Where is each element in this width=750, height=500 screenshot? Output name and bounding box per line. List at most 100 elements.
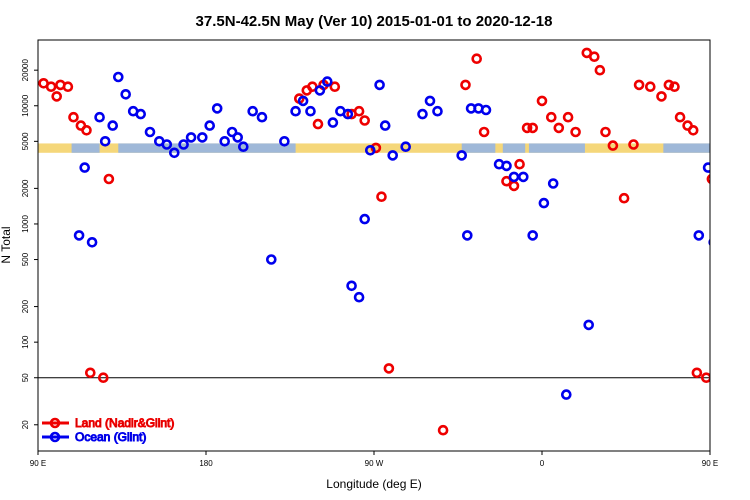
land-point [562, 111, 574, 123]
land-point [312, 118, 324, 130]
ocean-point [424, 95, 436, 107]
land-point [62, 81, 74, 92]
land-point [508, 180, 520, 192]
land-point [329, 81, 341, 92]
ocean-point [432, 105, 443, 117]
land-point [588, 51, 600, 63]
ocean-point [185, 132, 197, 143]
ocean-point [120, 89, 131, 100]
land-point [527, 122, 539, 134]
y-tick-label: 500 [21, 252, 30, 266]
land-point [663, 79, 675, 91]
x-axis-ticks: 90 E 180 90 W 0 90 E [30, 451, 718, 468]
land-point [45, 81, 57, 92]
map-ocean-segment [663, 143, 710, 153]
ocean-point [708, 238, 710, 247]
ocean-point [238, 141, 249, 152]
ocean-point [204, 120, 215, 131]
ocean-point [256, 111, 268, 123]
legend-entry-land: Land (Nadir&Glint) [42, 416, 175, 431]
x-tick-label: 90 E [702, 459, 718, 468]
x-tick-label: 0 [540, 459, 545, 468]
ocean-point [73, 230, 85, 241]
land-point [376, 191, 387, 202]
ocean-point [400, 141, 412, 152]
y-tick-label: 5000 [21, 132, 30, 150]
ocean-point [232, 132, 243, 143]
land-point [545, 111, 557, 123]
map-ocean-segment [502, 143, 526, 153]
ocean-point [517, 171, 529, 183]
ocean-point [279, 136, 290, 147]
y-tick-label: 1000 [21, 215, 30, 233]
land-point [353, 105, 365, 117]
land-point [85, 367, 96, 379]
legend: Land (Nadir&Glint) Ocean (Glint) [42, 416, 175, 445]
ocean-point [364, 145, 376, 156]
land-point [437, 424, 449, 436]
ocean-point [721, 113, 729, 121]
ocean-point [374, 79, 385, 91]
land-point [706, 174, 710, 184]
y-tick-label: 50 [21, 373, 30, 382]
ocean-point [742, 73, 750, 81]
ocean-point [86, 237, 98, 248]
x-axis-label: Longitude (deg E) [326, 477, 421, 491]
land-point [460, 79, 471, 91]
ocean-point [461, 230, 473, 241]
ocean-point [560, 389, 572, 400]
land-point [553, 122, 565, 134]
y-tick-label: 2000 [21, 179, 30, 197]
ocean-point [583, 319, 595, 331]
y-axis-label: N Total [0, 226, 13, 263]
ocean-point [353, 291, 365, 303]
land-point [570, 126, 581, 138]
land-point [618, 192, 630, 204]
ocean-point [702, 162, 710, 173]
land-point [536, 95, 548, 107]
ocean-point [727, 137, 735, 145]
ocean-point [547, 178, 559, 189]
ocean-point [169, 147, 180, 159]
ocean-point [387, 150, 399, 161]
ocean-point [219, 136, 230, 147]
ocean-point [211, 103, 223, 114]
ocean-point [265, 254, 277, 265]
land-point [628, 139, 639, 150]
map-ocean-segment [528, 143, 585, 153]
y-tick-label: 20 [21, 420, 30, 429]
land-point [98, 372, 109, 384]
ocean-point [113, 71, 124, 83]
map-ocean-segment [71, 143, 100, 153]
ocean-point [359, 213, 371, 225]
ocean-point [94, 111, 105, 123]
map-ocean-segment [118, 143, 296, 153]
land-point [501, 175, 512, 187]
ocean-point [693, 230, 705, 241]
ocean-point [346, 280, 357, 292]
ocean-point [161, 139, 173, 150]
land-point [103, 173, 115, 185]
ocean-point [342, 108, 354, 120]
ocean-point [734, 122, 742, 130]
ocean-point [135, 108, 146, 120]
x-tick-label: 90 E [30, 459, 46, 468]
chart-title: 37.5N-42.5N May (Ver 10) 2015-01-01 to 2… [196, 13, 553, 30]
legend-marker-land [49, 417, 61, 429]
ocean-point [508, 171, 520, 183]
x-tick-label: 90 W [365, 459, 384, 468]
ocean-point [456, 150, 468, 161]
ocean-point [480, 104, 492, 116]
land-point [359, 115, 371, 126]
ocean-point [305, 105, 316, 117]
legend-marker-ocean [49, 431, 61, 443]
map-ocean-segment [729, 143, 748, 152]
land-point [81, 125, 92, 136]
land-point [656, 91, 667, 102]
land-point [471, 53, 483, 65]
land-point [478, 126, 490, 138]
y-tick-label: 20000 [21, 59, 30, 82]
x-tick-label: 180 [199, 459, 213, 468]
ocean-point [501, 160, 512, 172]
legend-label-land: Land (Nadir&Glint) [75, 416, 174, 430]
